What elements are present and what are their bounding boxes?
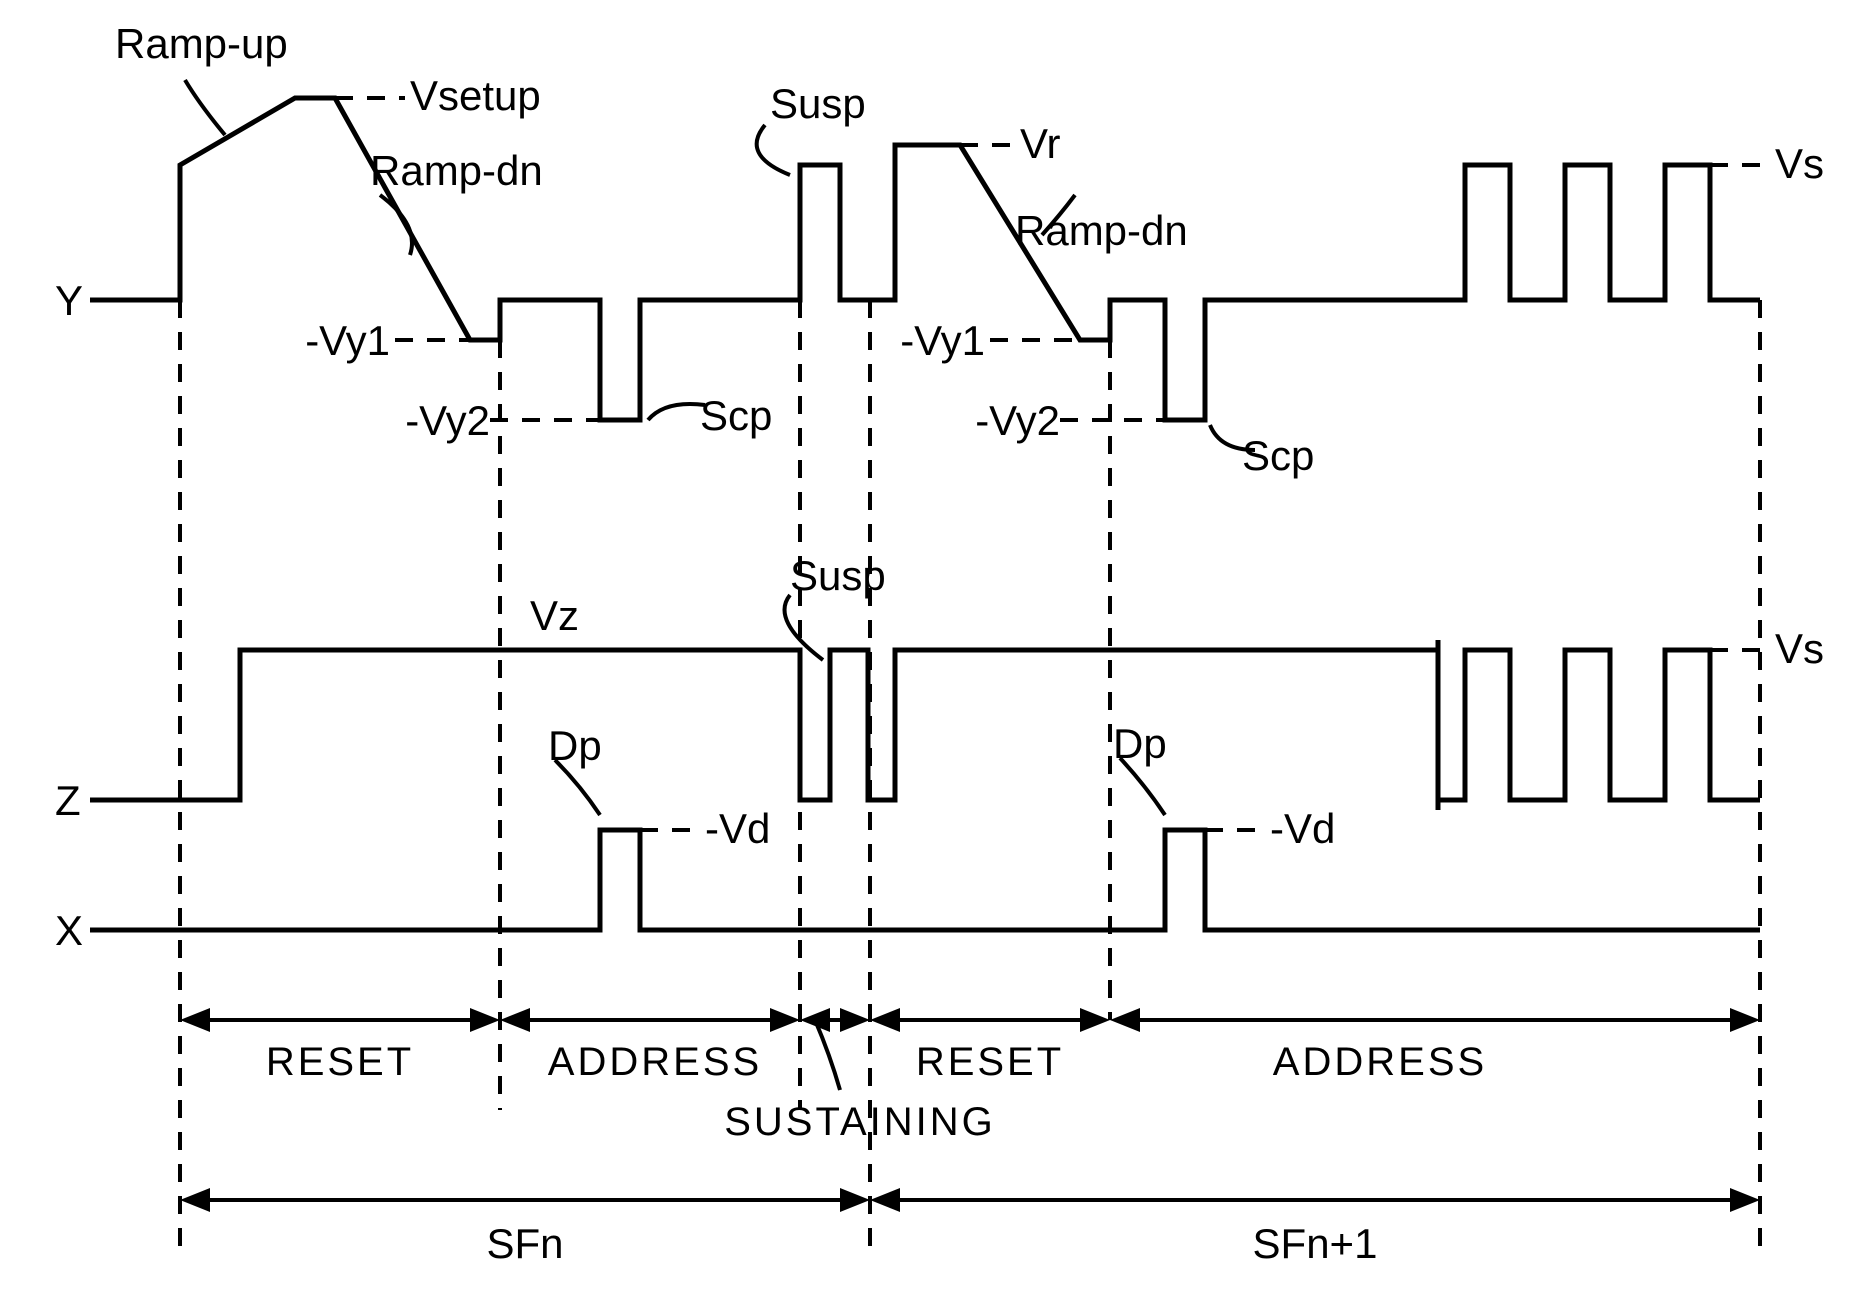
leader-scp-a [648,404,705,420]
label-vs-top: Vs [1775,140,1824,187]
label-sfn: SFn [486,1220,563,1267]
label-address1: ADDRESS [548,1040,762,1084]
waveform-z [90,650,1760,800]
label-reset1: RESET [266,1040,414,1084]
label-dp-a: Dp [548,722,602,769]
leader-susp-top [757,125,790,175]
label-vy1-a: -Vy1 [305,317,390,364]
label-vd-b: -Vd [1270,805,1335,852]
label-vy2-a: -Vy2 [405,397,490,444]
label-vr: Vr [1020,120,1060,167]
period-arrows-row1 [180,1008,1760,1032]
label-y-axis: Y [55,277,83,324]
label-z-axis: Z [55,777,81,824]
label-sustaining: SUSTAINING [724,1100,996,1144]
label-reset2: RESET [916,1040,1064,1084]
label-vy1-b: -Vy1 [900,317,985,364]
label-vy2-b: -Vy2 [975,397,1060,444]
label-x-axis: X [55,907,83,954]
waveform-x [90,830,1760,930]
label-ramp-up: Ramp-up [115,20,288,67]
label-vz: Vz [530,592,579,639]
label-vsetup: Vsetup [410,72,541,119]
timing-diagram: Y Z X Ramp-up Vsetup Ramp-dn Susp Vr Ram… [0,0,1849,1301]
label-sfn1: SFn+1 [1253,1220,1378,1267]
label-vs-mid: Vs [1775,625,1824,672]
sf-arrows-row2 [180,1188,1760,1212]
label-scp-a: Scp [700,392,772,439]
label-susp-top: Susp [770,80,866,127]
leader-rampup [185,80,225,135]
waveform-y [90,98,1760,420]
label-susp-mid: Susp [790,552,886,599]
label-ramp-dn-b: Ramp-dn [1015,207,1188,254]
label-ramp-dn-a: Ramp-dn [370,147,543,194]
label-address2: ADDRESS [1273,1040,1487,1084]
label-scp-b: Scp [1242,432,1314,479]
label-vd-a: -Vd [705,805,770,852]
label-dp-b: Dp [1113,720,1167,767]
